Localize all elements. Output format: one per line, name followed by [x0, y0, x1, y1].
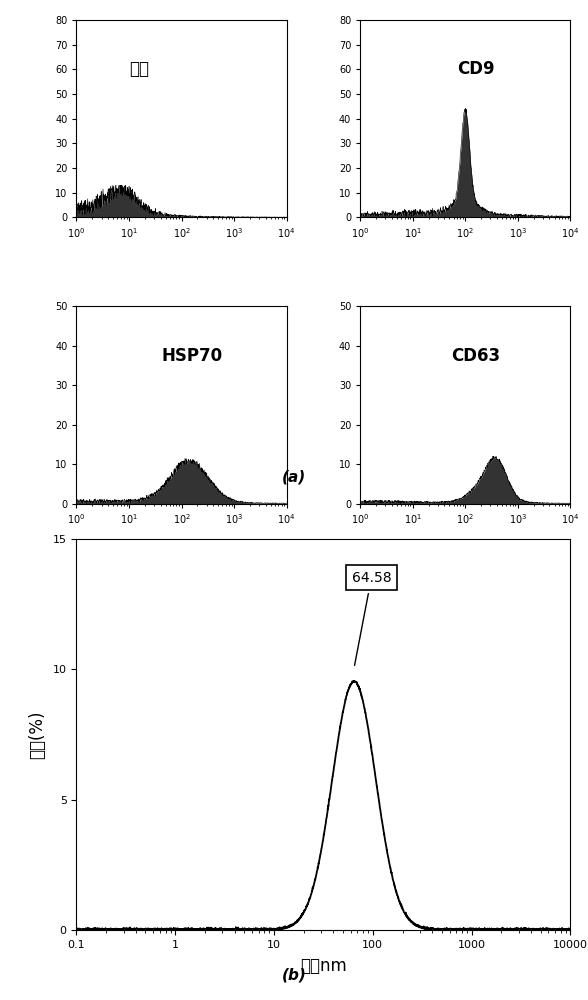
- Text: 64.58: 64.58: [352, 571, 391, 665]
- Text: (a): (a): [282, 470, 306, 485]
- Text: 对照: 对照: [129, 60, 149, 78]
- Text: HSP70: HSP70: [162, 347, 223, 365]
- Text: CD9: CD9: [457, 60, 495, 78]
- Text: CD63: CD63: [451, 347, 500, 365]
- X-axis label: 直径nm: 直径nm: [300, 957, 347, 975]
- Text: (b): (b): [282, 968, 306, 982]
- Y-axis label: 浓度(%): 浓度(%): [28, 710, 46, 759]
